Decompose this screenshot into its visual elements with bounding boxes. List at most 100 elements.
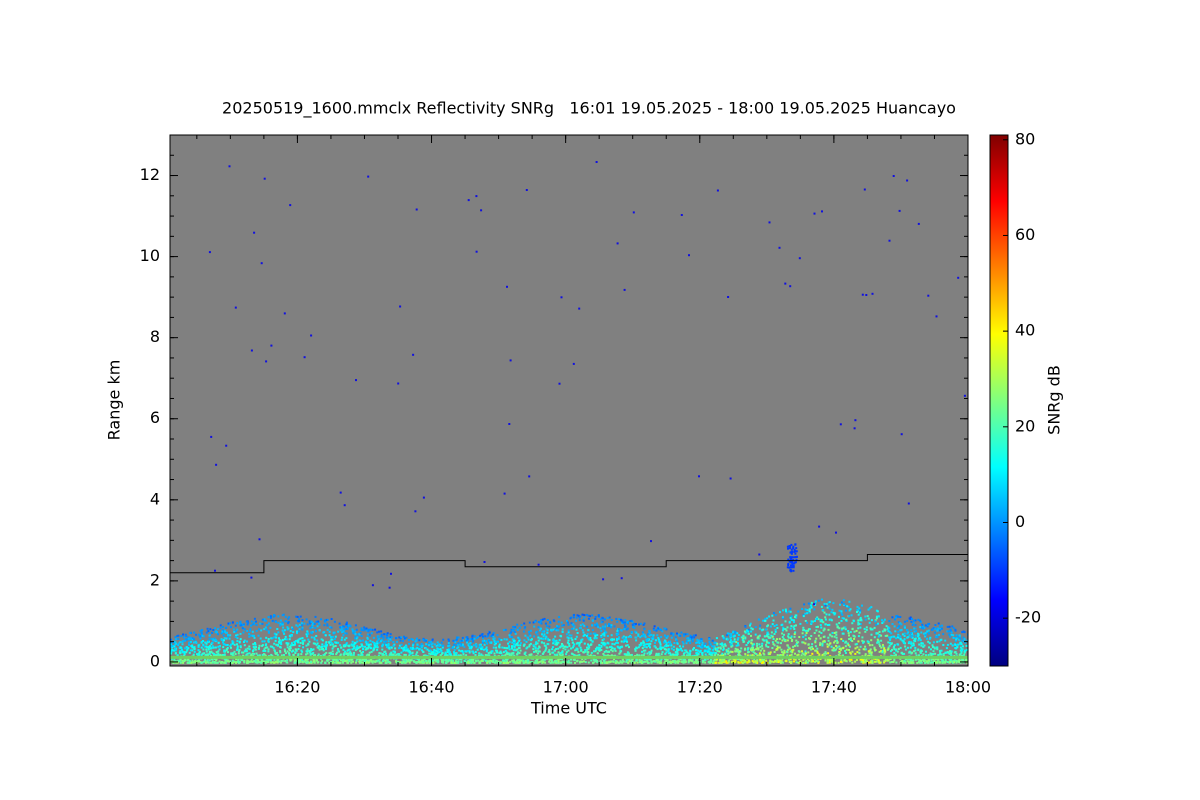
echo-pixel — [879, 645, 881, 648]
echo-pixel — [679, 634, 682, 637]
echo-pixel — [712, 645, 715, 648]
echo-pixel — [421, 649, 423, 652]
echo-pixel — [734, 630, 737, 633]
echo-pixel — [627, 652, 630, 655]
echo-pixel — [243, 623, 245, 626]
echo-pixel — [455, 654, 457, 657]
echo-pixel — [909, 651, 912, 654]
echo-pixel — [824, 659, 827, 662]
echo-pixel — [715, 637, 718, 640]
echo-pixel — [278, 637, 280, 640]
echo-pixel — [609, 646, 611, 649]
echo-pixel — [824, 604, 827, 607]
echo-pixel — [914, 619, 917, 622]
echo-pixel — [826, 660, 829, 663]
echo-pixel — [236, 633, 239, 636]
echo-pixel — [759, 660, 762, 663]
echo-pixel — [633, 624, 636, 627]
echo-pixel — [701, 653, 704, 655]
echo-pixel — [784, 628, 787, 631]
echo-pixel — [498, 643, 501, 646]
echo-pixel — [628, 646, 630, 649]
echo-pixel — [868, 644, 871, 647]
echo-pixel — [264, 654, 267, 657]
echo-pixel — [412, 642, 415, 645]
echo-pixel — [216, 661, 219, 664]
echo-pixel — [359, 646, 361, 649]
echo-pixel — [547, 639, 550, 642]
echo-pixel — [622, 621, 625, 624]
echo-pixel — [237, 650, 240, 653]
echo-pixel — [751, 628, 754, 631]
echo-pixel — [665, 645, 668, 648]
echo-pixel — [661, 651, 664, 654]
echo-pixel — [462, 639, 464, 642]
echo-pixel — [773, 633, 776, 635]
echo-pixel — [188, 661, 191, 664]
echo-pixel — [525, 647, 528, 650]
echo-pixel — [219, 627, 222, 630]
echo-pixel — [217, 645, 220, 648]
echo-pixel — [212, 639, 215, 642]
echo-pixel — [198, 650, 201, 653]
echo-pixel — [382, 660, 384, 663]
echo-pixel — [660, 653, 663, 656]
echo-pixel — [584, 650, 587, 653]
echo-pixel — [825, 603, 828, 606]
echo-pixel — [716, 648, 719, 651]
echo-pixel — [641, 635, 644, 638]
echo-pixel — [644, 658, 647, 661]
echo-pixel — [601, 661, 604, 664]
echo-pixel — [191, 646, 194, 649]
echo-pixel — [794, 616, 796, 618]
echo-pixel — [367, 628, 370, 631]
echo-pixel — [239, 645, 242, 648]
echo-pixel — [318, 622, 321, 625]
echo-pixel — [758, 627, 761, 630]
echo-pixel — [746, 648, 749, 651]
echo-pixel — [408, 661, 411, 664]
echo-pixel — [448, 650, 451, 653]
echo-pixel — [864, 648, 867, 651]
echo-pixel — [696, 661, 699, 664]
echo-pixel — [790, 640, 793, 642]
echo-pixel — [174, 647, 176, 650]
echo-pixel — [287, 642, 290, 645]
echo-pixel — [340, 646, 343, 649]
echo-pixel — [465, 661, 468, 664]
echo-pixel — [574, 654, 577, 657]
echo-pixel — [839, 660, 842, 663]
echo-pixel — [336, 659, 339, 662]
echo-pixel — [591, 629, 594, 631]
echo-pixel — [664, 635, 667, 638]
echo-pixel — [273, 614, 275, 616]
echo-pixel — [785, 629, 788, 632]
echo-pixel — [550, 659, 553, 662]
echo-pixel — [405, 647, 408, 650]
echo-pixel — [590, 639, 593, 642]
echo-pixel — [746, 654, 749, 657]
echo-pixel — [171, 646, 174, 649]
echo-pixel — [859, 645, 862, 648]
echo-pixel — [425, 643, 428, 646]
echo-pixel — [234, 636, 237, 638]
echo-pixel — [601, 639, 604, 642]
echo-pixel — [260, 629, 263, 632]
echo-pixel — [213, 658, 216, 660]
echo-pixel — [748, 660, 751, 663]
echo-pixel — [587, 651, 590, 654]
echo-pixel — [888, 627, 891, 630]
echo-pixel — [586, 653, 589, 656]
echo-pixel — [517, 646, 520, 649]
echo-pixel — [885, 658, 887, 661]
echo-pixel — [955, 652, 958, 655]
echo-pixel — [277, 621, 280, 624]
echo-pixel — [890, 654, 893, 657]
echo-pixel — [202, 640, 204, 642]
echo-pixel — [699, 650, 702, 653]
echo-pixel — [585, 635, 588, 637]
echo-pixel — [664, 652, 667, 655]
echo-pixel — [591, 640, 594, 643]
echo-pixel — [887, 646, 890, 649]
echo-pixel — [855, 629, 858, 632]
